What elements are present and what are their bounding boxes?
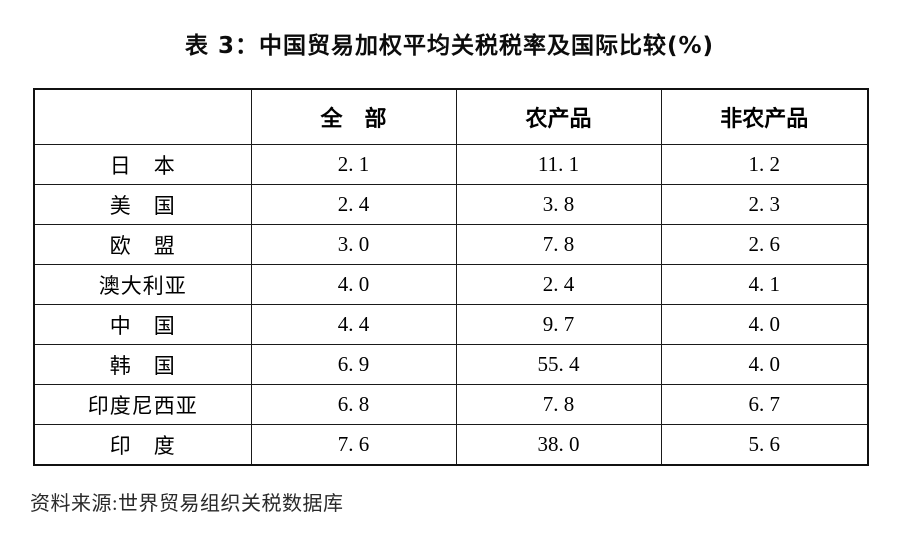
value-cell-agricultural: 7. 8 bbox=[455, 384, 662, 425]
value-cell-non-agricultural: 2. 6 bbox=[660, 224, 869, 265]
value-cell-agricultural: 9. 7 bbox=[455, 304, 662, 345]
row-label-cell: 印 度 bbox=[33, 424, 252, 466]
table-row-china: 中 国 4. 4 9. 7 4. 0 bbox=[33, 304, 869, 345]
value-cell-total: 7. 6 bbox=[250, 424, 457, 466]
value-cell-agricultural: 38. 0 bbox=[455, 424, 662, 466]
value-cell-non-agricultural: 5. 6 bbox=[660, 424, 869, 466]
tariff-table: 全 部 农产品 非农产品 日 本 2. 1 11. 1 1. 2 美 国 2. … bbox=[33, 88, 869, 466]
value-cell-non-agricultural: 2. 3 bbox=[660, 184, 869, 225]
table-row-indonesia: 印度尼西亚 6. 8 7. 8 6. 7 bbox=[33, 384, 869, 425]
row-label-cell: 中 国 bbox=[33, 304, 252, 345]
value-cell-agricultural: 55. 4 bbox=[455, 344, 662, 385]
page-title: 表 3：中国贸易加权平均关税税率及国际比较(%) bbox=[184, 33, 715, 59]
row-label-cell: 印度尼西亚 bbox=[33, 384, 252, 425]
header-cell-total: 全 部 bbox=[250, 88, 457, 145]
row-label-cell: 美 国 bbox=[33, 184, 252, 225]
value-cell-non-agricultural: 6. 7 bbox=[660, 384, 869, 425]
row-label-cell: 澳大利亚 bbox=[33, 264, 252, 305]
value-cell-agricultural: 11. 1 bbox=[455, 144, 662, 185]
table-row-eu: 欧 盟 3. 0 7. 8 2. 6 bbox=[33, 224, 869, 265]
value-cell-non-agricultural: 4. 0 bbox=[660, 304, 869, 345]
table-row-japan: 日 本 2. 1 11. 1 1. 2 bbox=[33, 144, 869, 185]
value-cell-total: 4. 4 bbox=[250, 304, 457, 345]
table-header-row: 全 部 农产品 非农产品 bbox=[33, 88, 869, 145]
value-cell-non-agricultural: 4. 0 bbox=[660, 344, 869, 385]
row-label-cell: 韩 国 bbox=[33, 344, 252, 385]
header-cell-country bbox=[33, 88, 252, 145]
table-row-australia: 澳大利亚 4. 0 2. 4 4. 1 bbox=[33, 264, 869, 305]
source-note: 资料来源:世界贸易组织关税数据库 bbox=[30, 493, 344, 515]
row-label-cell: 日 本 bbox=[33, 144, 252, 185]
value-cell-total: 2. 1 bbox=[250, 144, 457, 185]
table-row-usa: 美 国 2. 4 3. 8 2. 3 bbox=[33, 184, 869, 225]
row-label-cell: 欧 盟 bbox=[33, 224, 252, 265]
header-cell-non-agricultural: 非农产品 bbox=[660, 88, 869, 145]
value-cell-agricultural: 7. 8 bbox=[455, 224, 662, 265]
value-cell-agricultural: 3. 8 bbox=[455, 184, 662, 225]
value-cell-total: 3. 0 bbox=[250, 224, 457, 265]
value-cell-total: 6. 9 bbox=[250, 344, 457, 385]
value-cell-total: 2. 4 bbox=[250, 184, 457, 225]
table-row-india: 印 度 7. 6 38. 0 5. 6 bbox=[33, 424, 869, 466]
value-cell-non-agricultural: 4. 1 bbox=[660, 264, 869, 305]
value-cell-agricultural: 2. 4 bbox=[455, 264, 662, 305]
value-cell-total: 4. 0 bbox=[250, 264, 457, 305]
value-cell-total: 6. 8 bbox=[250, 384, 457, 425]
table-row-korea: 韩 国 6. 9 55. 4 4. 0 bbox=[33, 344, 869, 385]
value-cell-non-agricultural: 1. 2 bbox=[660, 144, 869, 185]
header-cell-agricultural: 农产品 bbox=[455, 88, 662, 145]
